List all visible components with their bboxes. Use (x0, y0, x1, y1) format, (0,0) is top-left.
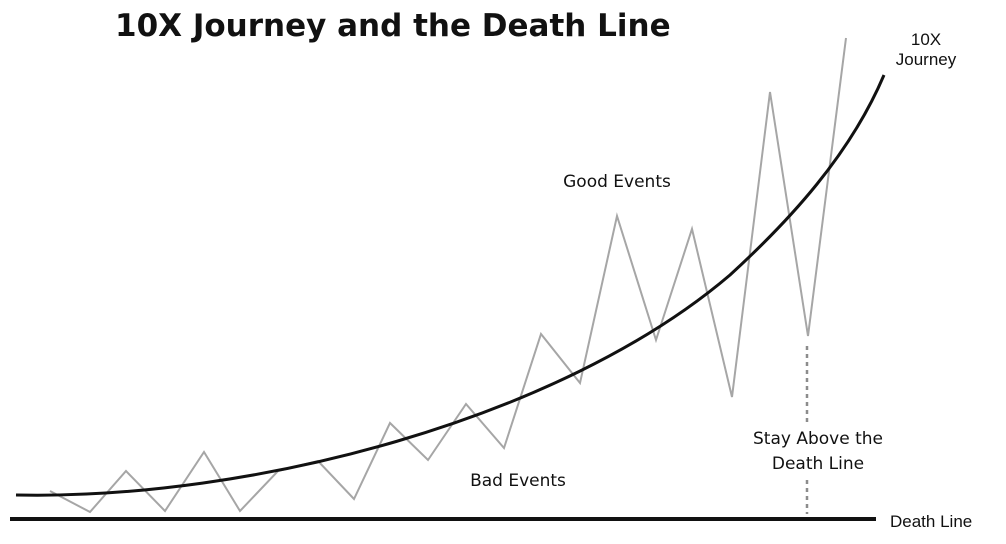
ten-x-journey-curve (15, 74, 886, 497)
journey-label-line1: 10X (911, 30, 941, 49)
bad-events-label: Bad Events (470, 471, 566, 491)
diagram-title: 10X Journey and the Death Line (115, 8, 671, 44)
stay-above-label-line2: Death Line (772, 454, 864, 474)
death-line-label: Death Line (890, 512, 972, 531)
events-zigzag-line (49, 37, 847, 514)
good-events-label: Good Events (563, 172, 671, 192)
journey-label-line2: Journey (896, 50, 957, 69)
stay-above-label-line1: Stay Above the (753, 429, 883, 449)
